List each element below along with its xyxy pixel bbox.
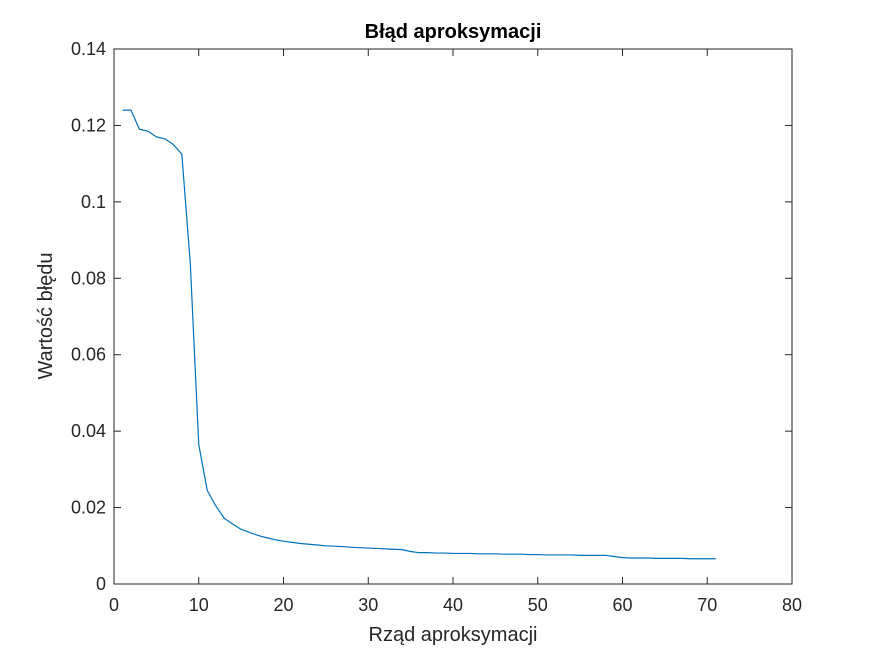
data-point [324, 544, 327, 547]
data-point [180, 153, 183, 156]
x-tick-label: 60 [612, 595, 632, 615]
data-point [545, 553, 548, 556]
data-point [435, 552, 438, 555]
data-point [536, 553, 539, 556]
data-point [121, 109, 124, 112]
data-point [189, 262, 192, 265]
series-line [122, 109, 716, 560]
data-point [138, 128, 141, 131]
data-point [172, 143, 175, 146]
data-point [604, 554, 607, 557]
data-point [341, 545, 344, 548]
data-point [663, 557, 666, 560]
data-point [452, 552, 455, 555]
data-point [528, 553, 531, 556]
data-point [638, 557, 641, 560]
data-point [468, 552, 471, 555]
y-tick-label: 0.04 [71, 421, 106, 441]
x-tick-label: 30 [358, 595, 378, 615]
data-point [282, 540, 285, 543]
x-axis-label: Rząd aproksymacji [369, 624, 538, 646]
y-tick-label: 0.14 [71, 39, 106, 59]
data-point [511, 553, 514, 556]
data-point [418, 551, 421, 554]
x-tick-label: 0 [109, 595, 119, 615]
data-point [240, 528, 243, 531]
data-point [579, 554, 582, 557]
data-point [401, 548, 404, 551]
data-point [333, 545, 336, 548]
data-point [697, 557, 700, 560]
data-point [214, 504, 217, 507]
data-point [129, 109, 132, 112]
data-point [485, 552, 488, 555]
data-point [613, 555, 616, 558]
data-point [494, 552, 497, 555]
data-point [375, 547, 378, 550]
data-point [206, 489, 209, 492]
data-point [460, 552, 463, 555]
data-point [519, 553, 522, 556]
data-point [477, 552, 480, 555]
y-tick-label: 0.02 [71, 498, 106, 518]
data-point [553, 553, 556, 556]
data-point [197, 443, 200, 446]
data-point [257, 534, 260, 537]
data-point [384, 547, 387, 550]
data-point [274, 538, 277, 541]
data-point [596, 554, 599, 557]
data-point [350, 546, 353, 549]
data-point [155, 135, 158, 138]
x-tick-label: 50 [528, 595, 548, 615]
data-point [646, 557, 649, 560]
data-point [706, 557, 709, 560]
data-point [299, 542, 302, 545]
data-point [316, 544, 319, 547]
data-point [367, 547, 370, 550]
x-tick-label: 20 [273, 595, 293, 615]
data-point [672, 557, 675, 560]
data-point [290, 541, 293, 544]
x-tick-label: 80 [782, 595, 802, 615]
plot-area [114, 49, 792, 584]
data-point [570, 553, 573, 556]
data-point [621, 556, 624, 559]
x-tick-label: 10 [189, 595, 209, 615]
data-point [502, 553, 505, 556]
data-point [587, 554, 590, 557]
data-point [409, 550, 412, 553]
x-axis-ticks: 0 10 20 30 40 50 60 70 80 [109, 49, 802, 615]
data-point [426, 551, 429, 554]
data-point [223, 517, 226, 520]
data-point [265, 536, 268, 539]
y-axis-label: Wartość błędu [35, 252, 57, 379]
data-point [629, 557, 632, 560]
data-point [307, 543, 310, 546]
y-tick-label: 0.1 [81, 192, 106, 212]
data-point [562, 553, 565, 556]
data-point [689, 557, 692, 560]
data-point [655, 557, 658, 560]
data-point [358, 546, 361, 549]
data-point [163, 137, 166, 140]
y-tick-label: 0.08 [71, 268, 106, 288]
data-point [714, 557, 717, 560]
y-tick-label: 0.12 [71, 115, 106, 135]
y-axis-ticks: 0 0.02 0.04 0.06 0.08 0.1 0.12 0.14 [71, 39, 792, 594]
data-point [248, 531, 251, 534]
data-point [392, 548, 395, 551]
series-layer [121, 109, 717, 560]
y-tick-label: 0 [96, 574, 106, 594]
x-tick-label: 40 [443, 595, 463, 615]
y-tick-label: 0.06 [71, 345, 106, 365]
data-point [231, 523, 234, 526]
x-tick-label: 70 [697, 595, 717, 615]
data-point [146, 130, 149, 133]
data-point [680, 557, 683, 560]
chart-title: Błąd aproksymacji [365, 21, 542, 43]
data-point [443, 552, 446, 555]
